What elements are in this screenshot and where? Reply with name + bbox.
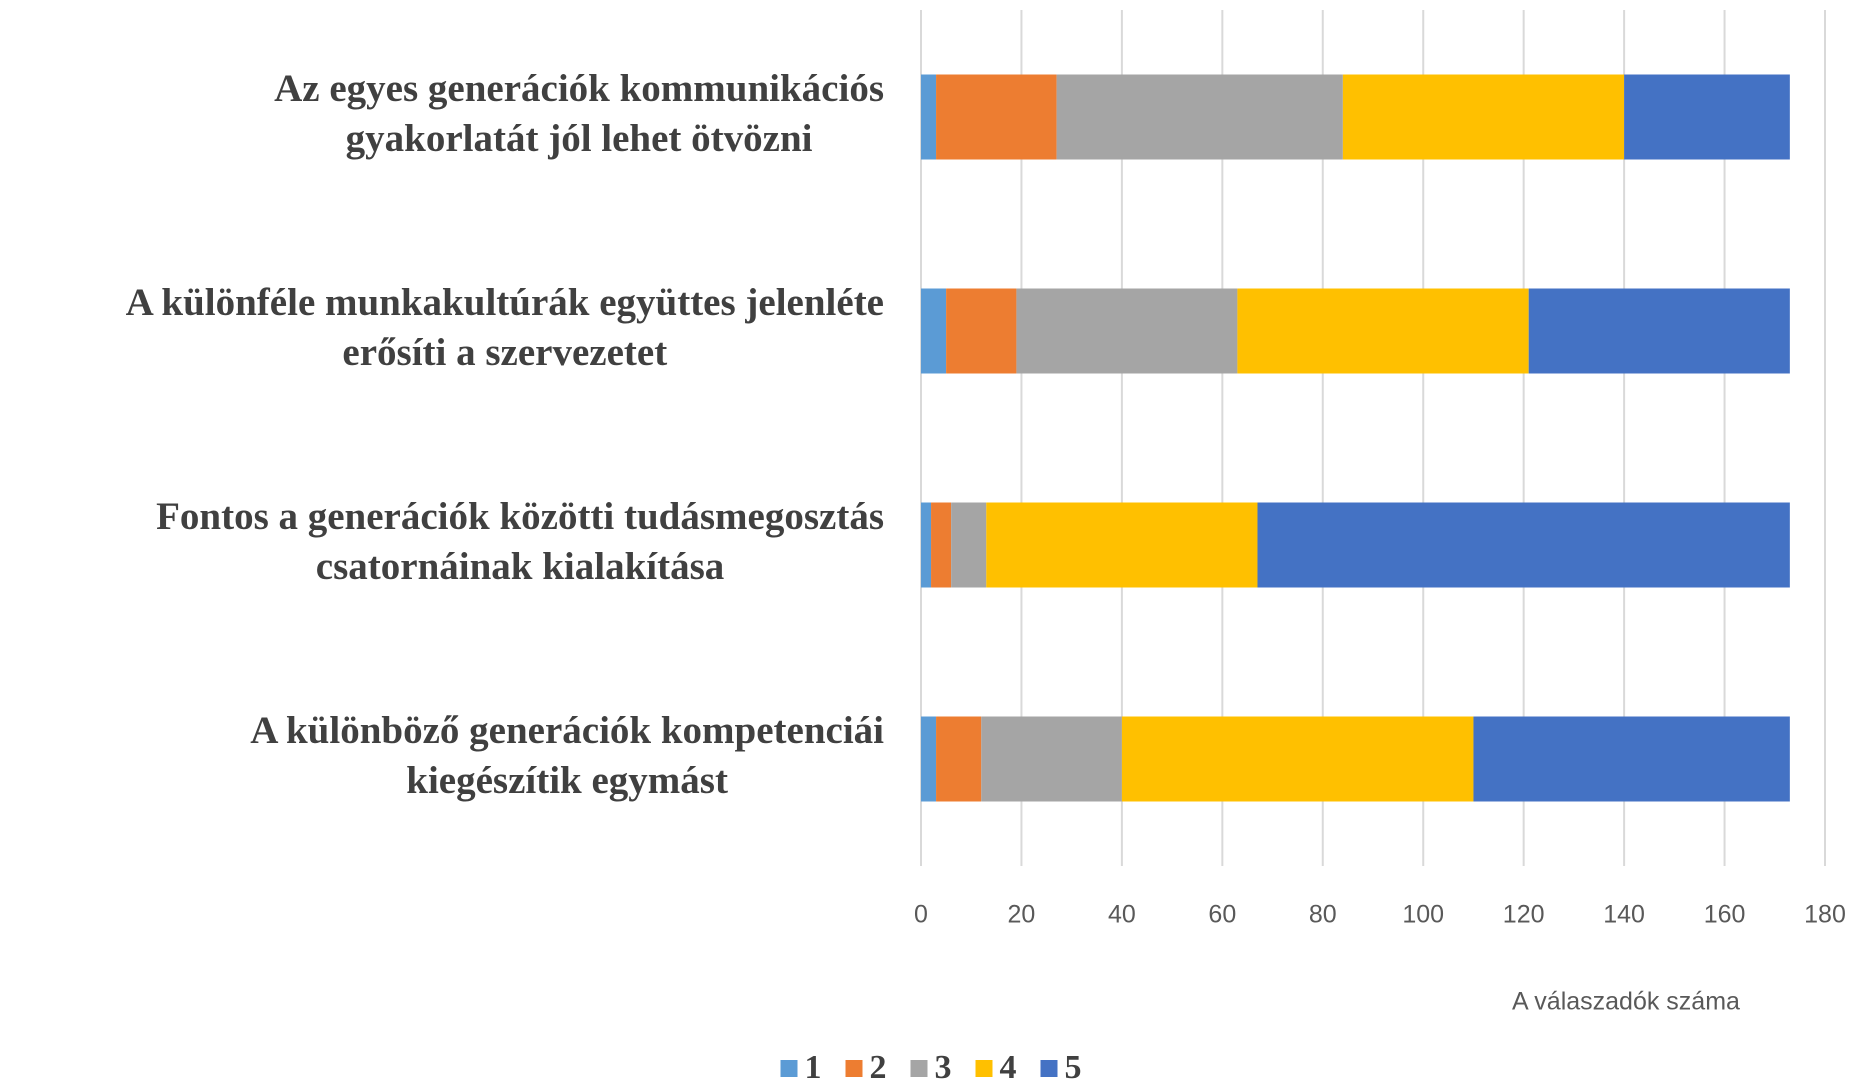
x-tick-label: 100 xyxy=(1402,901,1444,929)
category-label: A különböző generációk kompetenciái xyxy=(250,709,884,752)
legend-label: 3 xyxy=(935,1049,952,1081)
x-tick-label: 120 xyxy=(1503,901,1545,929)
category-label: gyakorlatát jól lehet ötvözni xyxy=(346,117,813,160)
x-tick-label: 20 xyxy=(1008,901,1036,929)
bar-segment xyxy=(921,502,932,588)
legend-label: 4 xyxy=(1000,1049,1017,1081)
x-tick-label: 140 xyxy=(1603,901,1645,929)
bar-segment xyxy=(1473,716,1790,802)
bar-segment xyxy=(1528,288,1790,374)
bar-segment xyxy=(1016,288,1238,374)
legend-swatch xyxy=(975,1060,993,1077)
legend-swatch xyxy=(780,1060,798,1077)
category-label: Fontos a generációk közötti tudásmegoszt… xyxy=(156,495,884,538)
x-tick-label: 160 xyxy=(1704,901,1746,929)
bar-segment xyxy=(951,502,987,588)
category-label: csatornáinak kialakítása xyxy=(316,545,725,588)
bar-segment xyxy=(921,716,937,802)
legend-swatch xyxy=(845,1060,863,1077)
bar-segment xyxy=(1624,74,1790,160)
bar-segment xyxy=(1237,288,1529,374)
x-tick-label: 40 xyxy=(1108,901,1136,929)
bar-segment xyxy=(921,288,947,374)
bar-segment xyxy=(1056,74,1343,160)
legend-label: 5 xyxy=(1065,1049,1082,1081)
category-label: Az egyes generációk kommunikációs xyxy=(274,67,884,110)
bar-segment xyxy=(946,288,1017,374)
bar-segment xyxy=(981,716,1122,802)
x-axis-label: A válaszadók száma xyxy=(1512,988,1740,1016)
category-label: erősíti a szervezetet xyxy=(342,331,667,374)
bar-segment xyxy=(986,502,1258,588)
x-tick-label: 80 xyxy=(1309,901,1337,929)
bar-segment xyxy=(921,74,937,160)
bar-segment xyxy=(936,74,1057,160)
bar-segment xyxy=(1257,502,1790,588)
bar-segment xyxy=(1121,716,1474,802)
legend-swatch xyxy=(1040,1060,1058,1077)
legend-label: 2 xyxy=(870,1049,887,1081)
bar-segment xyxy=(931,502,952,588)
bar-segment xyxy=(1342,74,1625,160)
x-tick-label: 180 xyxy=(1804,901,1846,929)
category-label: A különféle munkakultúrák együttes jelen… xyxy=(126,281,884,324)
category-label: kiegészítik egymást xyxy=(406,759,728,802)
x-tick-label: 0 xyxy=(914,901,928,929)
x-tick-label: 60 xyxy=(1208,901,1236,929)
legend-label: 1 xyxy=(805,1049,822,1081)
legend-swatch xyxy=(910,1060,928,1077)
bar-segment xyxy=(936,716,982,802)
